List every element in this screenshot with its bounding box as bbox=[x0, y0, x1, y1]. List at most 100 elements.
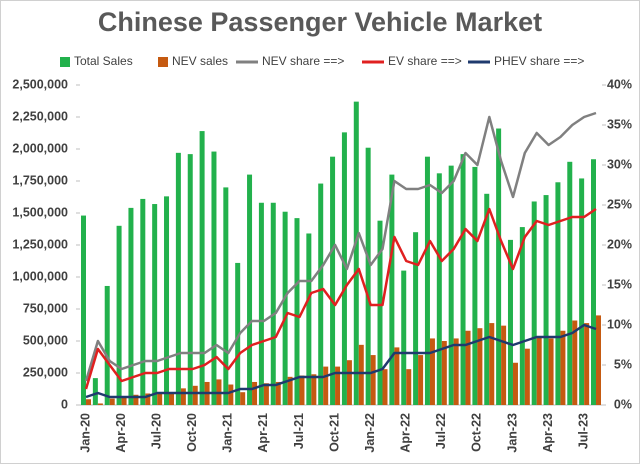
x-tick-label: Jul-22 bbox=[434, 413, 448, 449]
bar bbox=[394, 347, 400, 405]
bar bbox=[448, 165, 454, 405]
bar bbox=[555, 182, 561, 405]
legend-label: PHEV share ==> bbox=[494, 54, 584, 68]
bar bbox=[180, 388, 186, 405]
bar bbox=[377, 220, 383, 405]
bar bbox=[418, 355, 424, 405]
legend-label: NEV share ==> bbox=[262, 54, 344, 68]
bar bbox=[346, 360, 352, 405]
legend-label: EV share ==> bbox=[388, 54, 462, 68]
bar bbox=[477, 328, 483, 405]
bar bbox=[164, 196, 170, 405]
bar bbox=[145, 393, 151, 405]
bar bbox=[175, 152, 181, 405]
bar bbox=[413, 232, 419, 405]
y-tick-label: 500,000 bbox=[23, 333, 68, 347]
y-tick-label: 2,500,000 bbox=[12, 77, 68, 91]
bar bbox=[81, 215, 86, 405]
y2-tick-label: 0% bbox=[614, 397, 632, 411]
bar bbox=[401, 270, 407, 405]
bar bbox=[252, 381, 258, 405]
bar bbox=[353, 101, 359, 405]
bar bbox=[140, 198, 146, 405]
bar bbox=[389, 174, 395, 405]
bar bbox=[548, 338, 554, 405]
y2-tick-label: 5% bbox=[614, 357, 632, 371]
y2-tick-label: 10% bbox=[607, 317, 632, 331]
x-tick-label: Jul-21 bbox=[292, 413, 306, 449]
bar bbox=[370, 355, 376, 405]
bar bbox=[192, 385, 198, 405]
bar bbox=[299, 375, 305, 405]
legend-label: Total Sales bbox=[74, 54, 133, 68]
y2-tick-label: 20% bbox=[607, 237, 632, 251]
bar bbox=[311, 374, 317, 405]
bar bbox=[584, 323, 590, 405]
bar bbox=[152, 204, 158, 405]
bar bbox=[275, 381, 281, 405]
bar bbox=[306, 233, 312, 405]
bar bbox=[543, 195, 549, 405]
bar bbox=[465, 330, 471, 405]
x-tick-label: Apr-20 bbox=[114, 413, 128, 453]
bar bbox=[128, 207, 134, 405]
bar bbox=[133, 394, 139, 405]
bar bbox=[496, 128, 502, 405]
x-tick-label: Jan-22 bbox=[363, 413, 377, 453]
x-tick-label: Oct-20 bbox=[185, 413, 199, 452]
bar bbox=[591, 159, 596, 405]
bar bbox=[104, 285, 110, 405]
x-tick-label: Apr-21 bbox=[256, 413, 270, 453]
bar bbox=[323, 366, 329, 405]
bar bbox=[382, 369, 388, 405]
bar bbox=[429, 338, 435, 405]
bar bbox=[228, 384, 234, 405]
bar bbox=[121, 396, 127, 405]
y-tick-label: 250,000 bbox=[23, 365, 68, 379]
bar bbox=[472, 166, 478, 405]
bar bbox=[579, 178, 585, 405]
bar bbox=[294, 218, 300, 405]
bar bbox=[157, 393, 163, 405]
bar bbox=[406, 369, 412, 405]
bar bbox=[318, 183, 324, 405]
bar bbox=[211, 151, 217, 405]
bar bbox=[536, 337, 542, 405]
bar bbox=[92, 378, 98, 405]
chart-title: Chinese Passenger Vehicle Market bbox=[98, 7, 542, 37]
line-series bbox=[84, 111, 597, 382]
bar bbox=[341, 132, 347, 406]
bar bbox=[109, 398, 115, 405]
y-tick-label: 750,000 bbox=[23, 301, 68, 315]
y-tick-label: 2,250,000 bbox=[12, 109, 68, 123]
x-tick-label: Jan-20 bbox=[78, 413, 92, 453]
x-tick-label: Oct-22 bbox=[470, 413, 484, 452]
bar bbox=[199, 131, 205, 405]
y2-tick-label: 25% bbox=[607, 197, 632, 211]
bar bbox=[572, 320, 578, 405]
line-series bbox=[84, 207, 597, 390]
bar bbox=[453, 338, 459, 405]
x-tick-label: Jan-23 bbox=[505, 413, 519, 453]
bar bbox=[330, 156, 336, 405]
y2-tick-label: 15% bbox=[607, 277, 632, 291]
y-tick-label: 1,250,000 bbox=[12, 237, 68, 251]
bar bbox=[116, 225, 122, 405]
legend-swatch bbox=[60, 57, 70, 67]
bar bbox=[567, 161, 573, 405]
x-tick-label: Jul-20 bbox=[149, 413, 163, 449]
y2-tick-label: 40% bbox=[607, 77, 632, 91]
y-tick-label: 1,750,000 bbox=[12, 173, 68, 187]
y-tick-label: 0 bbox=[61, 397, 68, 411]
bar bbox=[531, 201, 537, 405]
bar bbox=[365, 147, 371, 405]
bar bbox=[489, 323, 495, 405]
x-tick-label: Jul-23 bbox=[576, 413, 590, 449]
y2-tick-label: 30% bbox=[607, 157, 632, 171]
bar bbox=[235, 262, 241, 405]
bar bbox=[287, 376, 293, 405]
bar bbox=[519, 227, 525, 405]
bar bbox=[512, 362, 518, 405]
bar bbox=[560, 330, 566, 405]
bar bbox=[424, 156, 430, 405]
